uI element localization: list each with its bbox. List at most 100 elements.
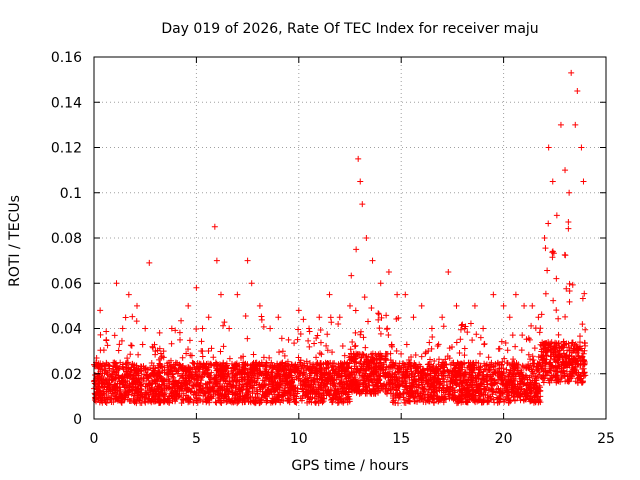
data-point (440, 385, 447, 392)
data-point (142, 364, 149, 371)
data-point (93, 355, 100, 362)
data-point (366, 364, 373, 371)
data-point (291, 340, 298, 347)
data-point (555, 315, 562, 322)
data-point (550, 297, 557, 304)
data-point (555, 359, 562, 366)
data-point (352, 342, 359, 349)
data-point (187, 352, 194, 359)
data-point (474, 387, 481, 394)
data-point (167, 357, 174, 364)
data-point (236, 378, 243, 385)
data-point (276, 397, 283, 404)
data-point (468, 395, 475, 402)
data-point (327, 359, 334, 366)
data-point (364, 356, 371, 363)
data-point (203, 399, 210, 406)
data-point (417, 392, 424, 399)
data-point (266, 388, 273, 395)
data-point (215, 386, 222, 393)
data-point (518, 347, 525, 354)
data-point (382, 356, 389, 363)
data-point (412, 352, 419, 359)
data-point (295, 326, 302, 333)
data-point (580, 372, 587, 379)
data-point (124, 355, 131, 362)
data-point (295, 307, 302, 314)
data-point (475, 385, 482, 392)
data-point (260, 323, 267, 330)
x-axis-label: GPS time / hours (291, 458, 408, 474)
data-point (193, 388, 200, 395)
data-point (468, 365, 475, 372)
data-point (545, 341, 552, 348)
data-point (267, 325, 274, 332)
data-point (560, 367, 567, 374)
data-point (457, 336, 464, 343)
data-point (357, 331, 364, 338)
data-point (533, 391, 540, 398)
data-point (119, 325, 126, 332)
data-point (269, 376, 276, 383)
data-point (114, 380, 121, 387)
data-point (342, 391, 349, 398)
data-point (239, 397, 246, 404)
data-point (248, 378, 255, 385)
data-point (358, 363, 365, 370)
data-point (242, 393, 249, 400)
data-point (373, 375, 380, 382)
data-point (428, 389, 435, 396)
data-point (212, 399, 219, 406)
data-point (515, 361, 522, 368)
data-point (529, 302, 536, 309)
data-point (495, 345, 502, 352)
data-point (112, 371, 119, 378)
data-point (185, 302, 192, 309)
data-point (357, 178, 364, 185)
x-tick-labels: 0 5 10 15 20 25 (90, 431, 615, 447)
data-point (190, 383, 197, 390)
data-point (495, 385, 502, 392)
data-point (338, 367, 345, 374)
data-point (289, 383, 296, 390)
data-point (527, 362, 534, 369)
data-point (178, 388, 185, 395)
data-point (168, 384, 175, 391)
data-point (422, 370, 429, 377)
data-point (258, 359, 265, 366)
data-point (523, 396, 530, 403)
data-point (352, 353, 359, 360)
data-point (313, 335, 320, 342)
data-point (250, 372, 257, 379)
data-point (446, 355, 453, 362)
data-point (386, 380, 393, 387)
data-point (120, 364, 127, 371)
data-point (314, 332, 321, 339)
data-point (286, 399, 293, 406)
data-point (488, 373, 495, 380)
data-point (304, 377, 311, 384)
data-point (571, 342, 578, 349)
data-point (157, 373, 164, 380)
data-point (249, 361, 256, 368)
data-point (111, 383, 118, 390)
data-point (491, 399, 498, 406)
data-point (97, 376, 104, 383)
data-point (275, 314, 282, 321)
data-point (440, 368, 447, 375)
data-point (256, 363, 263, 370)
data-point (451, 379, 458, 386)
data-point (501, 385, 508, 392)
data-point (306, 372, 313, 379)
data-point (175, 387, 182, 394)
data-point (529, 368, 536, 375)
data-point (276, 361, 283, 368)
data-point (574, 87, 581, 94)
data-point (123, 371, 130, 378)
data-point (582, 342, 589, 349)
data-point (361, 294, 368, 301)
data-point (183, 364, 190, 371)
data-point (459, 321, 466, 328)
data-point (191, 376, 198, 383)
